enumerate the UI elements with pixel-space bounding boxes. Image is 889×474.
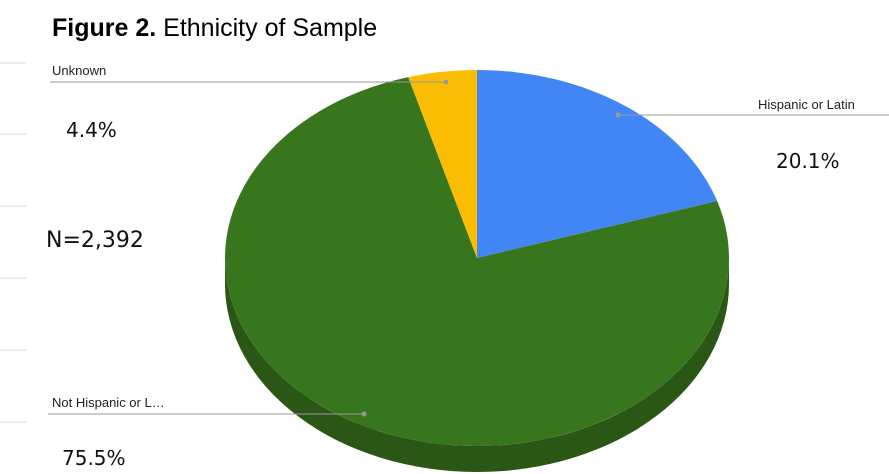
- slice-label-unknown: Unknown: [52, 63, 106, 78]
- pie-slice-unknown: [408, 70, 477, 258]
- sample-size-note: N=2,392: [46, 228, 144, 253]
- chart-title-text: Ethnicity of Sample: [163, 14, 378, 42]
- chart-title-prefix: Figure 2.: [52, 14, 157, 42]
- slice-value-hispanic: 20.1%: [776, 149, 840, 173]
- slice-value-unknown: 4.4%: [66, 118, 117, 142]
- slice-label-not-hispanic: Not Hispanic or L…: [52, 395, 165, 410]
- pie-slice-hispanic-or-latino: [477, 70, 718, 258]
- slice-value-not-hispanic: 75.5%: [62, 446, 126, 470]
- slice-labels: Unknown 4.4% Hispanic or Latin 20.1% Not…: [48, 63, 889, 470]
- pie-slices: [225, 70, 729, 446]
- chart-title: Figure 2. Ethnicity of Sample: [52, 14, 377, 43]
- slice-label-hispanic: Hispanic or Latin: [758, 97, 855, 112]
- left-edge-ticks: [0, 62, 26, 423]
- pie-slice-not-hispanic-or-latino: [225, 77, 729, 446]
